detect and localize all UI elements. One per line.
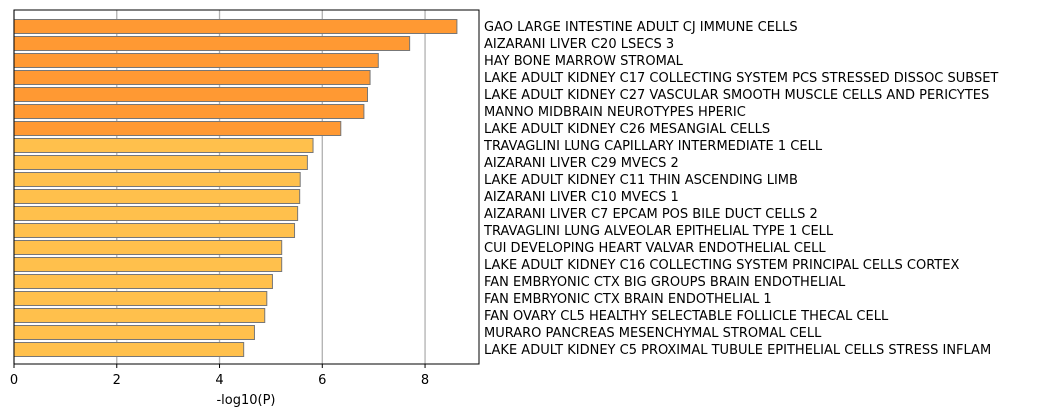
x-tick-label-1: 2 xyxy=(113,373,121,388)
bar-11 xyxy=(13,189,301,204)
bar-5 xyxy=(13,87,369,102)
bar-label-12: AIZARANI LIVER C7 EPCAM POS BILE DUCT CE… xyxy=(484,207,818,222)
bar-label-4: LAKE ADULT KIDNEY C17 COLLECTING SYSTEM … xyxy=(484,71,998,86)
bar-19 xyxy=(13,325,255,340)
bar-label-1: GAO LARGE INTESTINE ADULT CJ IMMUNE CELL… xyxy=(484,20,798,35)
bar-3 xyxy=(13,53,379,68)
bar-label-18: FAN OVARY CL5 HEALTHY SELECTABLE FOLLICL… xyxy=(484,309,889,324)
bar-10 xyxy=(13,172,301,187)
bar-label-5: LAKE ADULT KIDNEY C27 VASCULAR SMOOTH MU… xyxy=(484,88,989,103)
plot-frame xyxy=(13,9,480,365)
bar-label-8: TRAVAGLINI LUNG CAPILLARY INTERMEDIATE 1… xyxy=(483,139,823,154)
bar-8 xyxy=(13,138,314,153)
bar-label-15: LAKE ADULT KIDNEY C16 COLLECTING SYSTEM … xyxy=(484,258,959,273)
bar-4 xyxy=(13,70,371,85)
x-tick-label-2: 4 xyxy=(215,373,223,388)
bar-20 xyxy=(13,342,245,357)
bar-2 xyxy=(13,36,411,51)
bar-15 xyxy=(13,257,283,272)
bar-12 xyxy=(13,206,299,221)
bar-label-16: FAN EMBRYONIC CTX BIG GROUPS BRAIN ENDOT… xyxy=(484,275,846,290)
bar-14 xyxy=(13,240,283,255)
bar-label-2: AIZARANI LIVER C20 LSECS 3 xyxy=(484,37,674,52)
bar-label-13: TRAVAGLINI LUNG ALVEOLAR EPITHELIAL TYPE… xyxy=(483,224,834,239)
bar-label-14: CUI DEVELOPING HEART VALVAR ENDOTHELIAL … xyxy=(484,241,826,256)
x-axis-label: -log10(P) xyxy=(216,393,275,408)
bar-9 xyxy=(13,155,308,170)
bar-label-9: AIZARANI LIVER C29 MVECS 2 xyxy=(484,156,679,171)
bar-17 xyxy=(13,291,268,306)
bar-13 xyxy=(13,223,296,238)
bar-18 xyxy=(13,308,266,323)
bar-16 xyxy=(13,274,273,289)
bar-6 xyxy=(13,104,365,119)
bar-label-10: LAKE ADULT KIDNEY C11 THIN ASCENDING LIM… xyxy=(484,173,798,188)
x-tick-label-3: 6 xyxy=(318,373,326,388)
bar-label-17: FAN EMBRYONIC CTX BRAIN ENDOTHELIAL 1 xyxy=(484,292,772,307)
bar-7 xyxy=(13,121,342,136)
axes: 0 2 4 6 8 xyxy=(10,9,480,388)
bar-label-6: MANNO MIDBRAIN NEUROTYPES HPERIC xyxy=(484,105,746,120)
x-tick-label-4: 8 xyxy=(421,373,429,388)
bar-1 xyxy=(13,19,458,34)
bar-labels: GAO LARGE INTESTINE ADULT CJ IMMUNE CELL… xyxy=(483,20,998,358)
bar-label-19: MURARO PANCREAS MESENCHYMAL STROMAL CELL xyxy=(484,326,822,341)
bar-label-7: LAKE ADULT KIDNEY C26 MESANGIAL CELLS xyxy=(484,122,770,137)
bar-label-3: HAY BONE MARROW STROMAL xyxy=(484,54,684,69)
bar-label-11: AIZARANI LIVER C10 MVECS 1 xyxy=(484,190,679,205)
bars xyxy=(13,19,458,357)
bar-label-20: LAKE ADULT KIDNEY C5 PROXIMAL TUBULE EPI… xyxy=(484,343,991,358)
x-tick-label-0: 0 xyxy=(10,373,18,388)
